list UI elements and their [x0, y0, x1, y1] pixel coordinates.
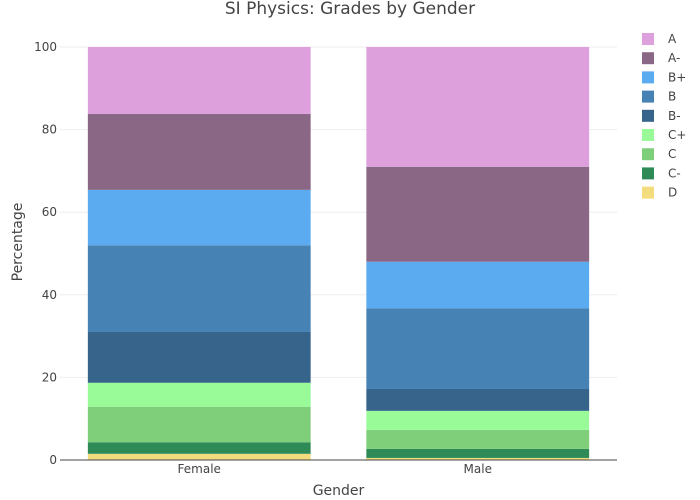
bar-segment-male-c[interactable]: [366, 429, 590, 449]
y-tick-label: 100: [34, 40, 57, 54]
bar-segment-female-bplus[interactable]: [87, 189, 311, 246]
legend-swatch: [642, 33, 654, 45]
bar-segment-male-b[interactable]: [366, 308, 590, 389]
bar-segment-female-a[interactable]: [87, 47, 311, 114]
legend-swatch: [642, 52, 654, 65]
legend-swatch: [642, 167, 654, 180]
legend-label: B+: [668, 70, 686, 84]
legend-label: C: [668, 147, 676, 161]
bar-segment-female-cplus[interactable]: [87, 382, 311, 407]
bar-segment-male-aminus[interactable]: [366, 166, 590, 262]
y-tick-label: 80: [42, 123, 57, 137]
legend-label: B: [668, 90, 676, 104]
bar-segment-male-a[interactable]: [366, 47, 590, 167]
legend-item[interactable]: D: [642, 186, 677, 200]
bar-segment-female-cminus[interactable]: [87, 442, 311, 454]
legend-label: B-: [668, 109, 681, 123]
x-axis-title: Gender: [313, 483, 365, 499]
legend-swatch: [642, 186, 654, 199]
y-tick-label: 60: [42, 205, 57, 219]
x-tick-label: Female: [178, 462, 221, 476]
bar-segment-male-cplus[interactable]: [366, 410, 590, 430]
legend: A A- B+ B B- C+ C C- D: [642, 32, 686, 200]
y-axis-title: Percentage: [10, 203, 26, 282]
legend-item[interactable]: C+: [642, 128, 686, 142]
bar-segment-female-b[interactable]: [87, 245, 311, 332]
legend-label: A: [668, 32, 677, 46]
legend-item[interactable]: B+: [642, 70, 686, 84]
y-tick-labels: 0 20 40 60 80 100: [34, 40, 57, 467]
bars: [87, 47, 590, 460]
legend-label: C+: [668, 128, 686, 142]
bar-segment-male-cminus[interactable]: [366, 448, 590, 458]
chart-title: SI Physics: Grades by Gender: [225, 0, 475, 19]
x-tick-labels: Female Male: [178, 462, 492, 476]
y-tick-label: 20: [42, 370, 57, 384]
bar-segment-female-aminus[interactable]: [87, 113, 311, 190]
y-tick-label: 40: [42, 288, 57, 302]
legend-label: C-: [668, 166, 681, 180]
legend-label: D: [668, 186, 677, 200]
bar-segment-male-d[interactable]: [366, 457, 590, 460]
legend-item[interactable]: C-: [642, 166, 681, 180]
legend-label: A-: [668, 51, 680, 65]
bar-segment-female-d[interactable]: [87, 453, 311, 460]
legend-item[interactable]: A: [642, 32, 677, 46]
legend-item[interactable]: B: [642, 90, 676, 104]
bar-segment-male-bminus[interactable]: [366, 388, 590, 411]
y-tick-label: 0: [49, 453, 57, 467]
legend-swatch: [642, 90, 654, 103]
legend-swatch: [642, 71, 654, 84]
bar-segment-male-bplus[interactable]: [366, 261, 590, 309]
legend-swatch: [642, 109, 654, 122]
legend-swatch: [642, 148, 654, 161]
legend-item[interactable]: A-: [642, 51, 680, 65]
bar-segment-female-c[interactable]: [87, 406, 311, 443]
x-tick-label: Male: [464, 462, 492, 476]
legend-item[interactable]: C: [642, 147, 676, 161]
bar-segment-female-bminus[interactable]: [87, 331, 311, 383]
legend-swatch: [642, 129, 654, 141]
legend-item[interactable]: B-: [642, 109, 681, 123]
